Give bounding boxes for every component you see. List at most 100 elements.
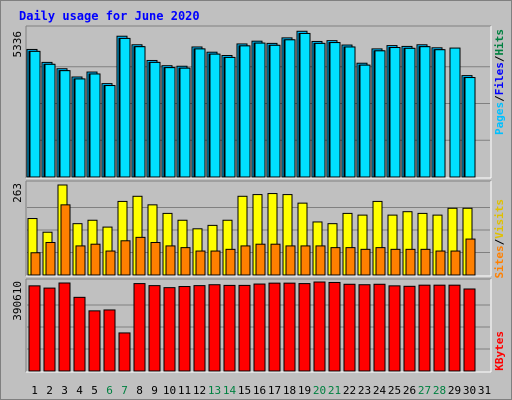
sites-bar-day-22 [345, 247, 356, 276]
legend-files: Files [493, 62, 506, 96]
sites-bar-day-13 [210, 250, 221, 276]
sites-bar-day-23 [360, 248, 371, 276]
kbytes-legend: KBytes [493, 331, 506, 371]
sites-bar-day-12 [195, 250, 206, 276]
kbytes-bar-day-18 [283, 282, 296, 372]
pages-bar-day-13 [209, 53, 221, 178]
kbytes-bar-day-4 [73, 296, 86, 372]
kbytes-bar-day-26 [403, 285, 416, 372]
pages-bar-day-12 [194, 48, 206, 178]
day-label-14: 14 [222, 384, 237, 397]
kbytes-bar-day-22 [343, 283, 356, 372]
kbytes-bar-day-16 [253, 283, 266, 372]
legend-kbytes: KBytes [493, 331, 506, 371]
hits-axis-max-label: 5336 [11, 31, 24, 58]
pages-bar-day-4 [74, 78, 86, 178]
pages-bar-day-14 [224, 56, 236, 178]
sites-bar-day-29 [450, 250, 461, 276]
day-label-15: 15 [237, 384, 252, 397]
pages-bar-day-8 [134, 46, 146, 178]
sites-bar-day-19 [300, 245, 311, 276]
day-label-4: 4 [76, 384, 83, 397]
kbytes-bar-day-3 [58, 282, 71, 372]
day-label-21: 21 [327, 384, 342, 397]
sites-bar-day-11 [180, 247, 191, 276]
pages-bar-day-10 [164, 67, 176, 178]
pages-bar-day-28 [434, 49, 446, 178]
kbytes-bar-day-5 [88, 310, 101, 372]
pages-bar-day-24 [374, 50, 386, 178]
hits-files-pages-legend: Pages/Files/Hits [493, 29, 506, 135]
kbytes-bar-day-2 [43, 287, 56, 372]
kbytes-bar-day-13 [208, 284, 221, 372]
pages-bar-day-25 [389, 47, 401, 178]
day-label-6: 6 [106, 384, 113, 397]
sites-bar-day-26 [405, 248, 416, 276]
kbytes-bar-day-20 [313, 281, 326, 372]
sites-bar-day-1 [30, 252, 41, 276]
pages-bar-day-29 [449, 47, 461, 178]
kbytes-bar-day-15 [238, 284, 251, 372]
sites-bar-day-15 [240, 245, 251, 276]
day-label-19: 19 [297, 384, 312, 397]
kbytes-bar-day-6 [103, 309, 116, 372]
kbytes-bar-day-30 [463, 288, 476, 372]
day-label-9: 9 [151, 384, 158, 397]
visits-sites-legend: Sites/Visits [493, 199, 506, 279]
day-label-10: 10 [162, 384, 177, 397]
legend-pages: Pages [493, 101, 506, 135]
pages-bar-day-26 [404, 47, 416, 178]
day-label-5: 5 [91, 384, 98, 397]
day-label-12: 12 [192, 384, 207, 397]
pages-bar-day-2 [44, 63, 56, 178]
legend-hits: Hits [493, 29, 506, 56]
sites-bar-day-30 [465, 238, 476, 276]
pages-bar-day-1 [29, 50, 41, 178]
day-label-23: 23 [357, 384, 372, 397]
day-label-31: 31 [477, 384, 492, 397]
kbytes-bar-day-23 [358, 284, 371, 372]
sites-bar-day-3 [60, 204, 71, 276]
pages-bar-day-11 [179, 67, 191, 178]
day-label-11: 11 [177, 384, 192, 397]
kbytes-bar-day-14 [223, 284, 236, 372]
pages-bar-day-27 [419, 46, 431, 178]
day-label-20: 20 [312, 384, 327, 397]
pages-bar-day-3 [59, 70, 71, 178]
day-label-22: 22 [342, 384, 357, 397]
sites-bar-day-2 [45, 241, 56, 276]
day-label-13: 13 [207, 384, 222, 397]
kbytes-bar-day-17 [268, 282, 281, 372]
day-label-30: 30 [462, 384, 477, 397]
pages-bar-day-7 [119, 37, 131, 178]
pages-bar-day-20 [314, 42, 326, 178]
pages-bar-day-5 [89, 73, 101, 178]
day-label-2: 2 [46, 384, 53, 397]
day-label-25: 25 [387, 384, 402, 397]
visits-axis-max-label: 263 [11, 183, 24, 203]
day-label-1: 1 [31, 384, 38, 397]
legend-visits: Visits [493, 199, 506, 239]
pages-bar-day-16 [254, 42, 266, 178]
sites-bar-day-25 [390, 248, 401, 276]
pages-bar-day-9 [149, 61, 161, 178]
pages-bar-day-17 [269, 44, 281, 178]
day-label-29: 29 [447, 384, 462, 397]
day-label-28: 28 [432, 384, 447, 397]
sites-bar-day-21 [330, 247, 341, 276]
pages-bar-day-19 [299, 32, 311, 178]
kbytes-bar-day-1 [28, 285, 41, 372]
pages-bar-day-30 [464, 77, 476, 178]
sites-bar-day-24 [375, 247, 386, 276]
legend-sites: Sites [493, 245, 506, 279]
kbytes-bar-day-28 [433, 284, 446, 372]
kbytes-bar-day-29 [448, 284, 461, 372]
kbytes-bar-day-7 [118, 332, 131, 372]
sites-bar-day-4 [75, 245, 86, 276]
chart-title: Daily usage for June 2020 [19, 9, 200, 23]
sites-bar-day-18 [285, 245, 296, 276]
kbytes-bar-day-10 [163, 287, 176, 372]
pages-bar-day-15 [239, 45, 251, 178]
sites-bar-day-6 [105, 250, 116, 276]
